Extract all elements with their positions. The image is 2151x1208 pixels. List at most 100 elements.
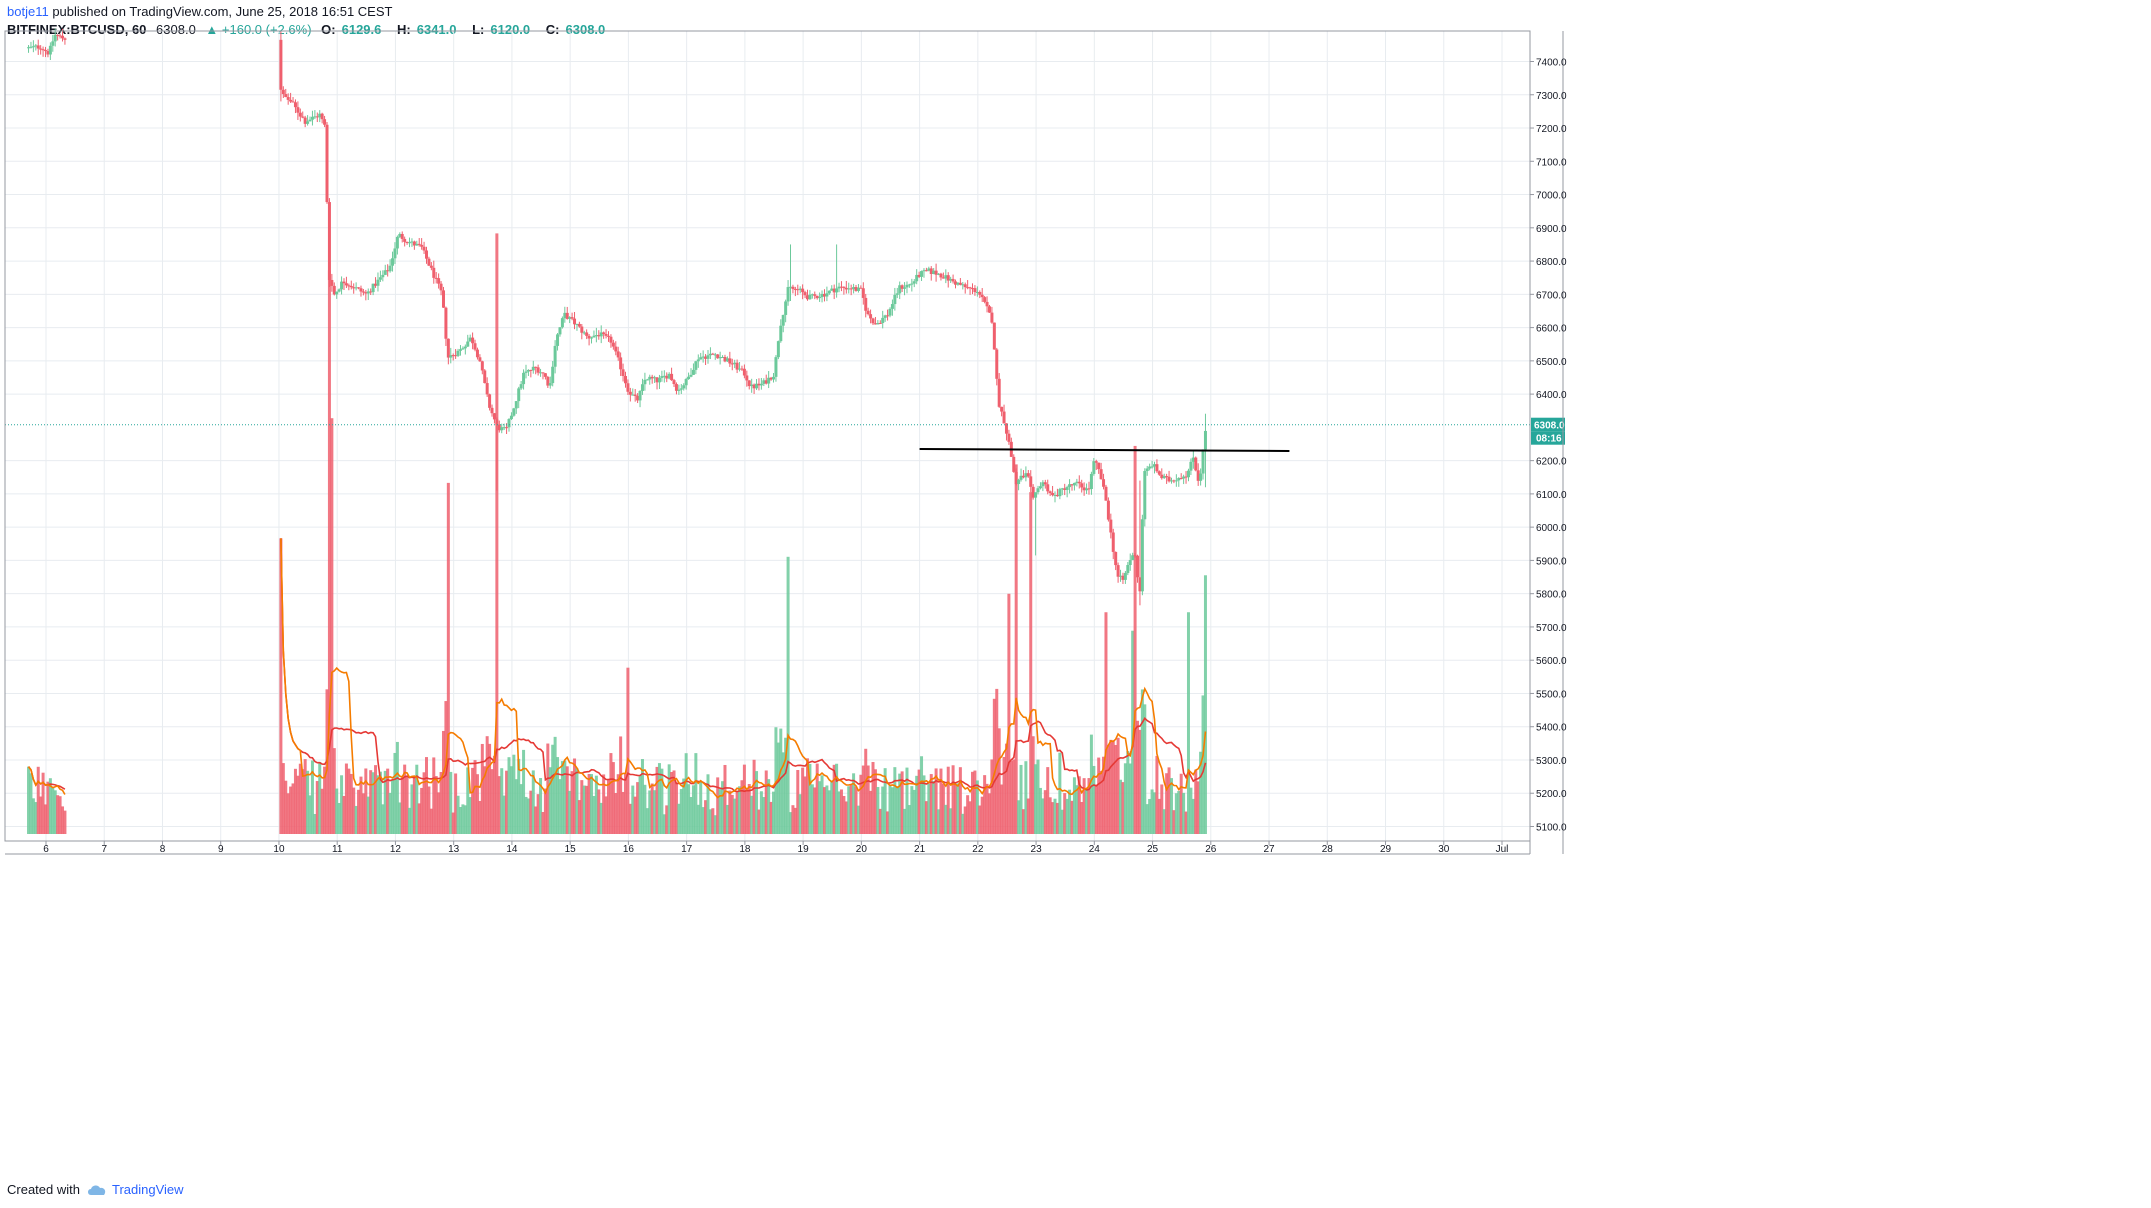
volume-bar bbox=[820, 775, 824, 834]
volume-bar bbox=[1102, 756, 1106, 834]
volume-bar bbox=[488, 743, 492, 834]
volume-bar bbox=[1104, 612, 1108, 834]
y-tick-label: 6800.0 bbox=[1536, 257, 1567, 268]
candle-body bbox=[1031, 486, 1035, 498]
candle-body bbox=[444, 307, 448, 339]
volume-bar bbox=[1136, 720, 1140, 834]
x-tick-label: 23 bbox=[1031, 844, 1043, 855]
open-label: O: bbox=[321, 22, 336, 37]
candle-body bbox=[1102, 479, 1106, 487]
last-price-badge bbox=[1531, 417, 1565, 432]
candle-body bbox=[306, 121, 310, 124]
candle-body bbox=[524, 371, 528, 373]
volume-bar bbox=[451, 812, 455, 834]
candle-body bbox=[941, 277, 945, 279]
volume-bar bbox=[978, 805, 982, 834]
volume-bar bbox=[364, 768, 368, 834]
volume-bar bbox=[289, 786, 293, 834]
candle-body bbox=[677, 389, 681, 391]
volume-bar bbox=[869, 790, 873, 834]
volume-bar bbox=[536, 794, 540, 834]
open-value: 6129.6 bbox=[341, 22, 382, 37]
volume-bar bbox=[594, 775, 598, 834]
volume-bar bbox=[1021, 809, 1025, 834]
candle-body bbox=[378, 277, 382, 280]
candle-body bbox=[31, 46, 35, 48]
volume-bar bbox=[648, 790, 652, 834]
volume-bar bbox=[1075, 785, 1079, 834]
candle-body bbox=[330, 279, 334, 286]
volume-bar bbox=[1116, 737, 1120, 834]
volume-bar bbox=[582, 785, 586, 834]
volume-bar bbox=[374, 765, 378, 834]
volume-bar bbox=[1063, 793, 1067, 834]
close-value: 6308.0 bbox=[565, 22, 606, 37]
volume-bar bbox=[420, 787, 424, 834]
volume-bar bbox=[876, 787, 880, 834]
candle-body bbox=[1058, 489, 1062, 497]
candle-body bbox=[805, 295, 809, 300]
volume-bar bbox=[864, 748, 868, 834]
x-tick-label: 30 bbox=[1438, 844, 1450, 855]
candle-body bbox=[1126, 564, 1130, 573]
candle-body bbox=[900, 285, 904, 289]
volume-bar bbox=[509, 766, 513, 834]
candle-body bbox=[405, 241, 409, 243]
volume-bar bbox=[1123, 763, 1127, 834]
candle-body bbox=[939, 273, 943, 278]
volume-bar bbox=[1143, 704, 1147, 834]
candle-body bbox=[1148, 466, 1152, 469]
candle-body bbox=[463, 346, 467, 349]
volume-bar bbox=[1160, 784, 1164, 834]
candle-body bbox=[1174, 480, 1178, 482]
candle-body bbox=[546, 376, 550, 386]
volume-bar bbox=[366, 796, 370, 834]
symbol-label[interactable]: BITFINEX:BTCUSD, 60 bbox=[7, 22, 147, 37]
candle-body bbox=[1136, 555, 1140, 578]
volume-bar bbox=[590, 774, 594, 834]
volume-bar bbox=[335, 788, 339, 834]
volume-bar bbox=[434, 776, 438, 834]
candle-body bbox=[852, 287, 856, 290]
candle-body bbox=[580, 326, 584, 333]
candle-body bbox=[408, 242, 412, 244]
volume-bar bbox=[1174, 793, 1178, 834]
candle-body bbox=[1055, 494, 1059, 497]
volume-bar bbox=[711, 808, 715, 834]
tradingview-brand[interactable]: TradingView bbox=[86, 1178, 184, 1202]
candle-body bbox=[291, 101, 295, 103]
y-tick-label: 7400.0 bbox=[1536, 58, 1567, 69]
candle-body bbox=[910, 283, 914, 285]
candle-body bbox=[502, 427, 506, 429]
volume-bar bbox=[725, 804, 729, 834]
candle-body bbox=[1043, 482, 1047, 485]
x-tick-label: 22 bbox=[972, 844, 984, 855]
volume-bar bbox=[1169, 778, 1173, 834]
volume-bar bbox=[910, 786, 914, 834]
volume-bar bbox=[403, 764, 407, 834]
volume-bar bbox=[315, 781, 319, 834]
volume-bar bbox=[1070, 800, 1074, 834]
candle-body bbox=[53, 34, 57, 42]
candle-body bbox=[798, 288, 802, 290]
candle-body bbox=[485, 383, 489, 395]
volume-bar bbox=[653, 790, 657, 834]
candle-body bbox=[995, 349, 999, 379]
author-link[interactable]: botje11 bbox=[7, 4, 49, 19]
candle-body bbox=[315, 116, 319, 118]
volume-bar bbox=[1111, 740, 1115, 834]
candle-body bbox=[551, 366, 555, 384]
volume-bar bbox=[1126, 751, 1130, 834]
candle-body bbox=[342, 281, 346, 284]
candle-body bbox=[1041, 482, 1045, 487]
volume-bars bbox=[27, 233, 1207, 834]
volume-bar bbox=[1048, 797, 1052, 834]
candle-body bbox=[391, 258, 395, 266]
volume-bar bbox=[750, 795, 754, 834]
candlesticks bbox=[27, 28, 1207, 606]
volume-bar bbox=[789, 812, 793, 834]
volume-bar bbox=[849, 785, 853, 834]
volume-bar bbox=[636, 782, 640, 834]
candle-body bbox=[607, 335, 611, 337]
